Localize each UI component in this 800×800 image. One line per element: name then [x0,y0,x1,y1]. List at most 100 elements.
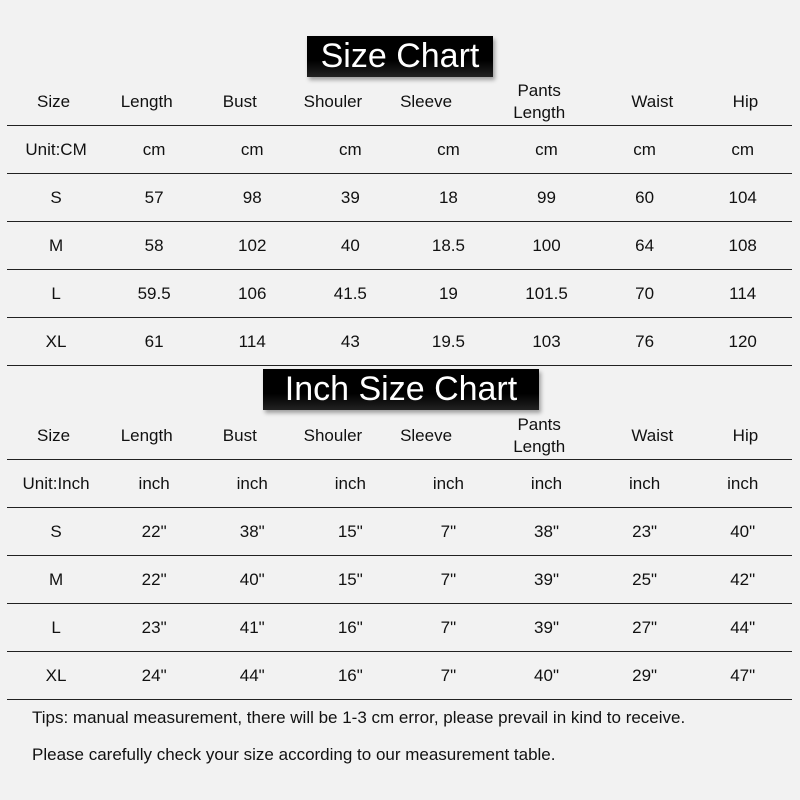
table-cell: 76 [635,331,655,351]
table-row: Unit:CM cm cm cm cm cm cm cm [7,126,792,174]
table-cell: Unit:CM [25,139,87,159]
table-cell: S [50,187,62,207]
table-cell: 7" [440,521,457,541]
column-header: Waist [631,91,674,111]
table-cell: cm [535,139,558,159]
table-cell: 38" [239,521,265,541]
column-header: Length [120,91,173,111]
table-cell: inch [138,473,170,493]
table-row: L 59.5 106 41.5 19 101.5 70 114 [7,270,792,318]
table-cell: inch [530,473,563,493]
table-cell: 18 [438,187,458,207]
table-cell: 102 [238,235,267,255]
table-cell: cm [142,139,166,159]
table-cell: 57 [144,187,164,207]
table-cell: 7" [440,665,457,685]
column-header: Length [120,425,173,445]
table-cell: cm [731,139,755,159]
table-cell: 25" [632,569,658,589]
table-cell: inch [629,473,661,493]
column-header: Size [37,91,71,111]
cm-size-table: Size Length Bust Shouler Sleeve Pants Length W… [7,78,792,366]
table-cell: 60 [635,187,655,207]
table-cell: 27" [632,617,658,637]
table-row: M 58 102 40 18.5 100 64 108 [7,222,792,270]
table-cell: 101.5 [525,283,568,303]
table-cell: 38" [534,521,559,541]
table-row: XL 24" 44" 16" 7" 40" 29" 47" [7,652,792,700]
table-cell: 40 [340,235,360,255]
table-cell: 61 [144,331,164,351]
tip-measurement-error: Tips: manual measurement, there will be … [32,708,686,727]
header-row: Size Length Bust Shouler Sleeve Pants Length W… [7,412,792,460]
inch-size-table: Size Length Bust Shouler Sleeve Pants Length W… [7,412,792,700]
table-row: S 57 98 39 18 99 60 104 [7,174,792,222]
column-header: Bust [222,91,257,111]
table-cell: 7" [440,569,457,589]
table-cell: 15" [337,521,363,541]
column-header: Pants Length [513,80,566,122]
inch-chart-title: Inch Size Chart [263,369,539,410]
table-cell: inch [334,473,366,493]
table-cell: 64 [635,235,655,255]
table-cell: 70 [635,283,655,303]
table-cell: 23" [141,617,167,637]
table-cell: 120 [728,331,757,351]
table-cell: 7" [440,617,457,637]
table-cell: 104 [728,187,757,207]
table-cell: M [48,569,64,589]
column-header: Sleeve [400,91,453,111]
column-header: Bust [222,425,257,445]
header-row: Size Length Bust Shouler Sleeve Pants Length W… [7,78,792,126]
table-cell: 16" [337,617,363,637]
column-header: Shouler [303,91,363,111]
table-row: M 22" 40" 15" 7" 39" 25" 42" [7,556,792,604]
table-cell: S [50,521,62,541]
table-cell: L [51,283,61,303]
table-cell: inch [236,473,268,493]
table-row: Unit:Inch inch inch inch inch inch inch inch [7,460,792,508]
table-cell: 47" [730,665,756,685]
table-cell: 22" [141,569,167,589]
table-cell: 16" [337,665,363,685]
table-cell: 19 [438,283,458,303]
table-cell: 24" [141,665,167,685]
table-row: XL 61 114 43 19.5 103 76 120 [7,318,792,366]
table-cell: 114 [238,331,266,351]
table-cell: 40" [534,665,559,685]
column-header: Pants Length [513,414,566,456]
table-cell: M [48,235,64,255]
column-header: Waist [631,425,674,445]
table-cell: 22" [141,521,167,541]
column-header: Hip [732,91,759,111]
table-cell: 18.5 [431,235,465,255]
table-cell: 42" [730,569,756,589]
table-cell: 29" [632,665,658,685]
cm-chart-title: Size Chart [307,36,493,77]
table-cell: cm [437,139,460,159]
column-header: Size [37,425,71,445]
table-cell: 44" [730,617,756,637]
table-cell: 41" [239,617,265,637]
column-header: Sleeve [400,425,453,445]
table-cell: 99 [537,187,556,207]
table-cell: 43 [340,331,360,351]
table-cell: 41.5 [333,283,367,303]
table-row: L 23" 41" 16" 7" 39" 27" 44" [7,604,792,652]
table-cell: 44" [239,665,265,685]
table-cell: Unit:Inch [22,473,90,493]
table-cell: 40" [730,521,756,541]
table-cell: 23" [632,521,658,541]
table-cell: L [51,617,61,637]
table-cell: 98 [242,187,262,207]
table-cell: 15" [337,569,363,589]
table-cell: inch [727,473,759,493]
table-cell: 39 [340,187,360,207]
table-cell: 19.5 [431,331,465,351]
table-cell: 58 [144,235,164,255]
table-cell: 114 [729,283,757,303]
table-cell: XL [45,665,67,685]
table-cell: cm [633,139,656,159]
column-header: Shouler [303,425,363,445]
table-cell: 39" [534,569,559,589]
